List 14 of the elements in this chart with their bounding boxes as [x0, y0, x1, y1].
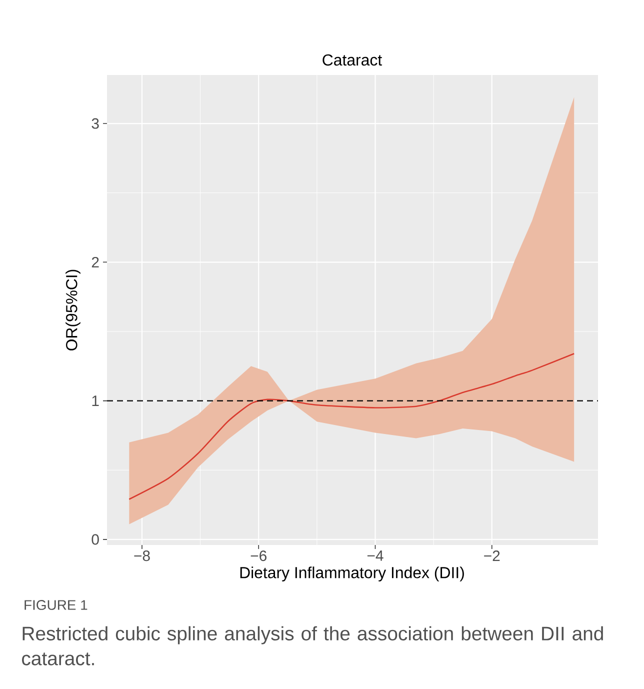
chart-title: Cataract: [322, 54, 382, 66]
x-axis-title: Dietary Inflammatory Index (DII): [240, 566, 464, 582]
x-tick-label: −2: [484, 550, 500, 561]
y-tick-label: 1: [92, 396, 99, 406]
x-tick-label: −4: [367, 550, 384, 561]
y-tick-label: 3: [92, 118, 99, 129]
line-series: [128, 353, 575, 500]
y-tick-label: 0: [92, 534, 99, 545]
x-tick-label: −6: [250, 550, 266, 562]
y-tick-label: 2: [92, 256, 99, 268]
y-axis-title: OR(95%CI): [66, 270, 80, 350]
x-tick-label: −8: [134, 550, 150, 562]
text: Restricted cubic spline analysis of the association between DII and cataract.: [22, 626, 603, 666]
caption: FIGURE 1: [24, 600, 88, 610]
